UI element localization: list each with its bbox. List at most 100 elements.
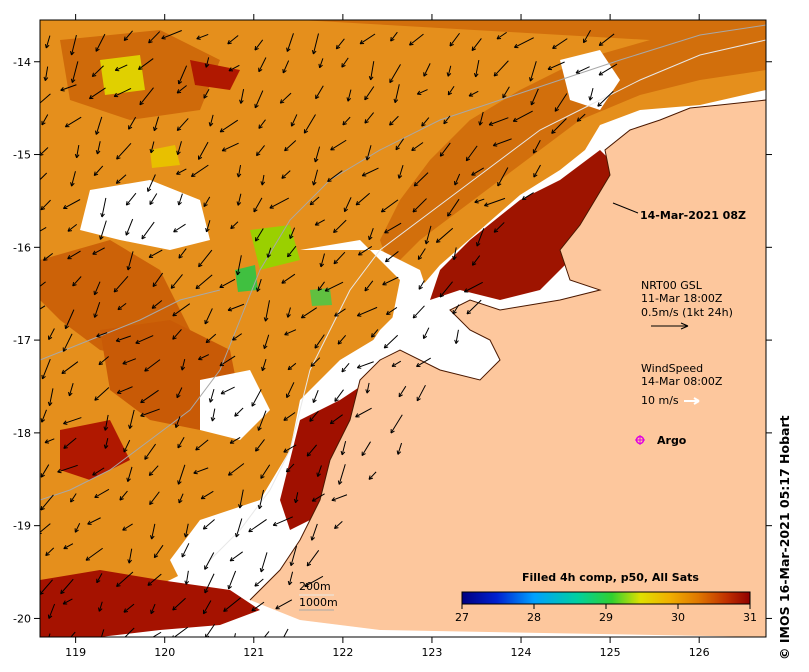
current-arrow-head xyxy=(263,317,266,322)
current-arrow-head xyxy=(94,398,99,401)
sst-warm-cool-patch-5 xyxy=(310,288,332,306)
current-arrow-head xyxy=(29,234,31,237)
current-arrow-head xyxy=(284,331,288,336)
current-arrow xyxy=(286,463,295,473)
current-arrow-head xyxy=(251,607,255,612)
current-arrow-head xyxy=(98,360,101,365)
current-arrow xyxy=(181,543,190,558)
current-arrow xyxy=(139,87,154,106)
current-arrow xyxy=(206,220,211,233)
current-arrow xyxy=(287,245,297,258)
current-arrow xyxy=(466,299,482,315)
current-arrow xyxy=(421,117,430,127)
current-arrow xyxy=(368,471,377,480)
current-arrow-head xyxy=(473,72,477,78)
current-arrow xyxy=(475,59,480,78)
current-arrow-head xyxy=(210,417,213,422)
current-arrow-head xyxy=(128,126,133,130)
current-arrow-head xyxy=(180,366,183,371)
current-arrow-head xyxy=(583,40,588,44)
current-arrow-head xyxy=(385,260,390,263)
current-arrow-head xyxy=(97,607,100,612)
current-arrow xyxy=(390,31,398,42)
current-arrow xyxy=(251,601,265,612)
current-arrow xyxy=(89,87,106,100)
current-arrow-head xyxy=(129,425,133,429)
current-arrow-head xyxy=(327,180,332,183)
current-arrow xyxy=(598,33,615,46)
current-arrow-head xyxy=(361,172,365,177)
current-arrow-head xyxy=(93,171,96,176)
current-arrow-head xyxy=(150,149,155,154)
current-arrow xyxy=(370,61,375,81)
current-arrow-head xyxy=(368,475,371,480)
current-arrow-head xyxy=(284,146,287,151)
current-arrow-head xyxy=(126,203,131,206)
current-arrow xyxy=(177,437,185,449)
current-arrow-head xyxy=(149,202,154,205)
current-arrow-head xyxy=(260,568,265,573)
current-arrow-head xyxy=(67,227,70,232)
current-arrow-head xyxy=(331,499,336,502)
current-arrow xyxy=(335,38,345,50)
current-arrow xyxy=(314,146,321,163)
current-arrow-head xyxy=(196,38,201,40)
current-arrow-head xyxy=(116,157,121,160)
current-arrow-head xyxy=(95,48,100,52)
current-arrow-head xyxy=(398,394,403,398)
current-arrow-head xyxy=(161,35,165,39)
current-arrow-head xyxy=(30,312,32,316)
current-arrow-head xyxy=(347,98,352,102)
current-arrow xyxy=(148,249,163,258)
current-arrow xyxy=(195,274,213,290)
x-tick-label: 122 xyxy=(332,646,353,659)
current-arrow-head xyxy=(279,99,283,104)
current-arrow-head xyxy=(153,126,155,131)
current-arrow-head xyxy=(471,48,476,51)
current-arrow-head xyxy=(496,35,500,40)
current-arrow-head xyxy=(337,340,340,345)
current-arrow-head xyxy=(45,642,46,646)
current-arrow-head xyxy=(447,213,452,217)
current-arrow-head xyxy=(63,423,68,425)
argo-icon xyxy=(635,435,645,445)
current-arrow-head xyxy=(361,453,366,457)
current-arrow-head xyxy=(300,314,304,319)
current-arrow xyxy=(91,65,104,77)
current-arrow-head xyxy=(177,201,180,206)
current-arrow xyxy=(412,198,427,213)
current-arrow-head xyxy=(479,121,483,126)
current-arrow-head xyxy=(256,288,261,292)
current-arrow-head xyxy=(313,399,317,403)
current-arrow-head xyxy=(219,128,223,133)
current-arrow-head xyxy=(307,563,312,567)
current-arrow xyxy=(476,228,485,247)
current-arrow-head xyxy=(439,152,442,157)
current-arrow-head xyxy=(275,605,279,609)
current-arrow-head xyxy=(40,205,43,210)
current-arrow xyxy=(317,281,325,291)
current-arrow xyxy=(260,552,268,573)
current-arrow-head xyxy=(356,312,361,317)
current-arrow xyxy=(76,144,80,158)
current-arrow xyxy=(366,382,370,394)
current-arrow-head xyxy=(452,255,455,260)
current-arrow-head xyxy=(412,207,415,213)
current-arrow-head xyxy=(368,477,374,480)
current-arrow-head xyxy=(204,566,209,570)
current-arrow-head xyxy=(196,35,200,40)
current-arrow xyxy=(140,389,159,404)
current-arrow-head xyxy=(208,398,211,403)
current-arrow xyxy=(317,465,322,477)
current-arrow xyxy=(40,305,46,310)
current-arrow-head xyxy=(223,610,228,612)
current-arrow-head xyxy=(238,504,241,509)
sst-warm-cool-patch-3 xyxy=(100,55,145,95)
current-arrow-head xyxy=(228,474,233,476)
current-arrow-head xyxy=(209,122,214,127)
current-legend-arrow-icon xyxy=(651,322,689,330)
current-arrow xyxy=(391,360,402,367)
current-arrow xyxy=(347,89,352,102)
current-arrow-head xyxy=(31,290,33,294)
colorbar-tick-label: 29 xyxy=(599,611,613,624)
